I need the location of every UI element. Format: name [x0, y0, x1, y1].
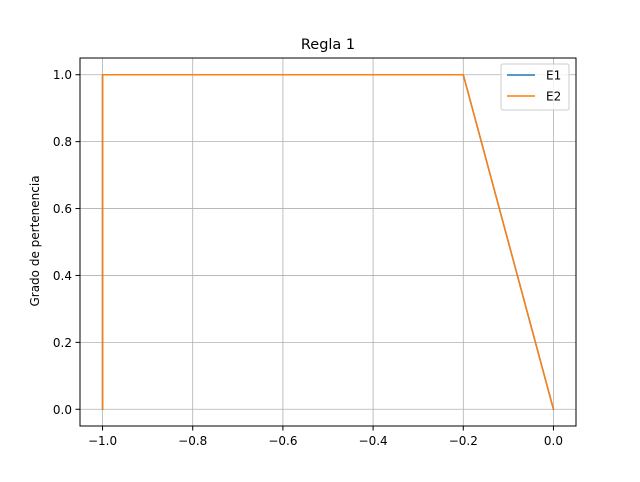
x-axis: −1.0 −0.8 −0.6 −0.4 −0.2 0.0 [88, 426, 563, 448]
x-tick-label: −0.8 [178, 434, 207, 448]
y-tick-label: 0.6 [53, 202, 72, 216]
series-line-e2 [101, 73, 555, 411]
series-line-e1 [101, 73, 555, 411]
grid [80, 58, 576, 426]
legend-label-e2: E2 [546, 90, 561, 104]
series-layer [101, 73, 555, 411]
y-tick-label: 0.0 [53, 403, 72, 417]
x-tick-label: −1.0 [88, 434, 117, 448]
y-tick-label: 0.2 [53, 336, 72, 350]
y-tick-label: 1.0 [53, 68, 72, 82]
x-tick-label: −0.2 [449, 434, 478, 448]
x-tick-label: −0.6 [268, 434, 297, 448]
x-tick-label: 0.0 [544, 434, 563, 448]
chart-title: Regla 1 [301, 37, 355, 53]
y-axis-label: Grado de pertenencia [28, 175, 42, 306]
y-axis: 0.0 0.2 0.4 0.6 0.8 1.0 [53, 68, 80, 417]
x-tick-label: −0.4 [359, 434, 388, 448]
legend-label-e1: E1 [546, 69, 561, 83]
y-tick-label: 0.4 [53, 269, 72, 283]
y-tick-label: 0.8 [53, 135, 72, 149]
legend: E1 E2 [500, 63, 570, 111]
plot-frame [79, 57, 577, 427]
